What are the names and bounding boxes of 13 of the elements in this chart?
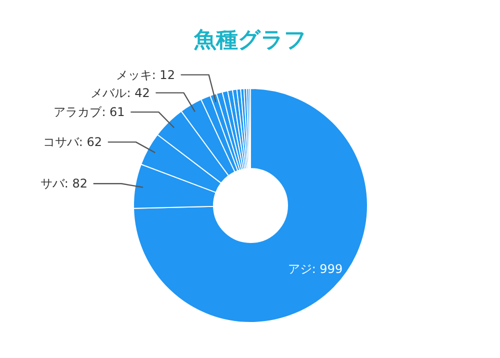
data-label: : 62: [78, 135, 102, 150]
slice-label: メッキ: [116, 68, 152, 82]
slice-label: サバ: [40, 176, 66, 191]
data-label: : 999: [312, 262, 343, 276]
slice-label: アラカブ: [54, 105, 103, 120]
slice-label: メバル: [90, 86, 127, 100]
chart-title: 魚種グラフ: [193, 28, 307, 53]
data-label: : 61: [102, 105, 125, 120]
data-label: : 42: [126, 86, 150, 100]
data-label: : 82: [64, 176, 88, 191]
data-label: : 12: [152, 68, 175, 82]
slice-label: コサバ: [42, 135, 80, 150]
slice-label: アジ: [288, 262, 312, 276]
